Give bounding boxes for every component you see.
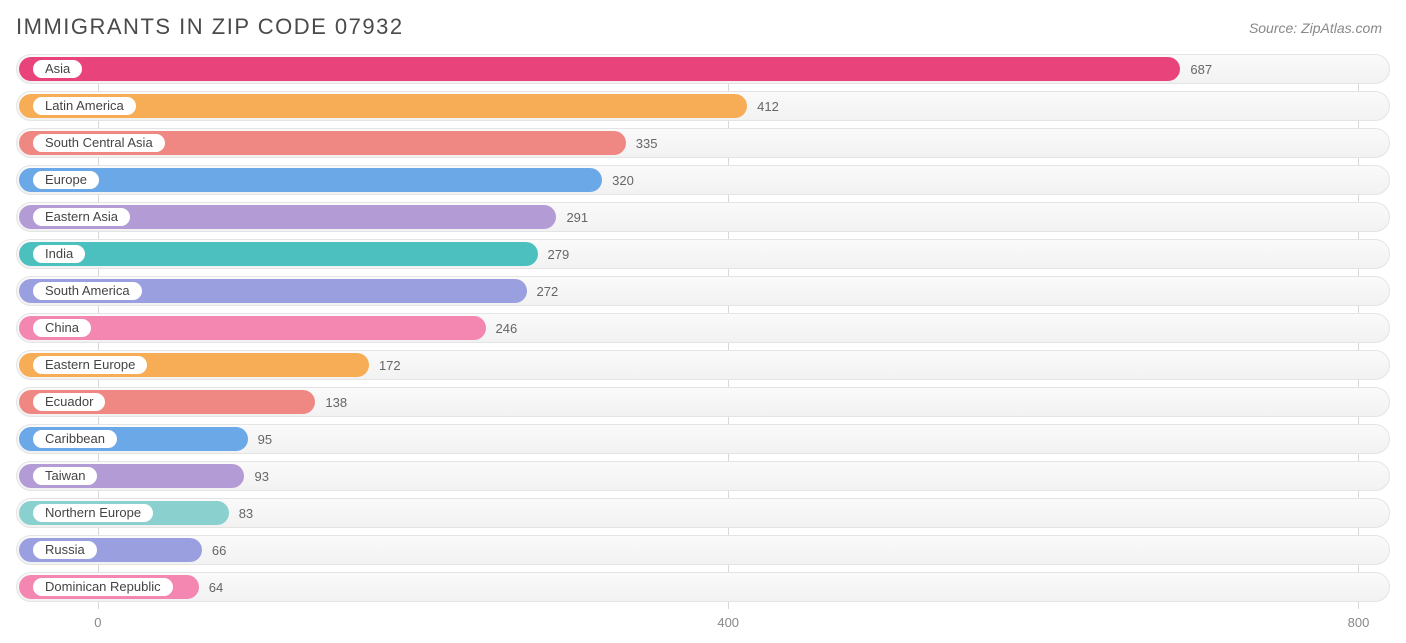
bar-value-label: 246 [486, 313, 518, 343]
bar-row: China 246 [16, 313, 1390, 343]
bar-label-pill: South Central Asia [32, 133, 166, 153]
chart-header: IMMIGRANTS IN ZIP CODE 07932 Source: Zip… [0, 0, 1406, 46]
x-axis: 0 400 800 [16, 609, 1390, 637]
bar-row: Asia 687 [16, 54, 1390, 84]
bar-row: South Central Asia 335 [16, 128, 1390, 158]
bar-value-label: 95 [248, 424, 272, 454]
bar-label-pill: Ecuador [32, 392, 106, 412]
bar-label-pill: Dominican Republic [32, 577, 174, 597]
bar-row: Northern Europe 83 [16, 498, 1390, 528]
x-tick-label: 400 [717, 615, 739, 630]
bar-row: Latin America 412 [16, 91, 1390, 121]
bar-label-pill: Caribbean [32, 429, 118, 449]
x-tick-label: 0 [94, 615, 101, 630]
bar-value-label: 83 [229, 498, 253, 528]
bar-label-pill: South America [32, 281, 143, 301]
bar-value-label: 66 [202, 535, 226, 565]
bar-label-pill: Taiwan [32, 466, 98, 486]
bar-label-pill: Eastern Asia [32, 207, 131, 227]
bar-label-pill: Russia [32, 540, 98, 560]
bar-label-pill: Latin America [32, 96, 137, 116]
bar-row: Taiwan 93 [16, 461, 1390, 491]
chart-source: Source: ZipAtlas.com [1249, 20, 1382, 36]
bar-row: Caribbean 95 [16, 424, 1390, 454]
bar-row: Dominican Republic 64 [16, 572, 1390, 602]
bar-value-label: 64 [199, 572, 223, 602]
bar-fill [19, 242, 538, 266]
bar-value-label: 279 [538, 239, 570, 269]
bar-value-label: 93 [244, 461, 268, 491]
bar-value-label: 320 [602, 165, 634, 195]
bar-value-label: 172 [369, 350, 401, 380]
bar-label-pill: India [32, 244, 86, 264]
bar-fill [19, 57, 1180, 81]
bar-label-pill: Eastern Europe [32, 355, 148, 375]
chart-area: Asia 687 Latin America 412 South Central Asi… [16, 54, 1390, 637]
bar-row: Europe 320 [16, 165, 1390, 195]
bar-label-pill: Asia [32, 59, 83, 79]
bar-value-label: 272 [527, 276, 559, 306]
bar-row: Eastern Europe 172 [16, 350, 1390, 380]
bar-value-label: 335 [626, 128, 658, 158]
bar-label-pill: Northern Europe [32, 503, 154, 523]
bar-row: Ecuador 138 [16, 387, 1390, 417]
bar-fill [19, 168, 602, 192]
bar-row: South America 272 [16, 276, 1390, 306]
bar-label-pill: China [32, 318, 92, 338]
x-tick-label: 800 [1348, 615, 1370, 630]
chart-title: IMMIGRANTS IN ZIP CODE 07932 [16, 14, 404, 40]
chart-bars: Asia 687 Latin America 412 South Central Asi… [16, 54, 1390, 602]
bar-value-label: 412 [747, 91, 779, 121]
bar-label-pill: Europe [32, 170, 100, 190]
bar-value-label: 687 [1180, 54, 1212, 84]
bar-value-label: 291 [556, 202, 588, 232]
bar-value-label: 138 [315, 387, 347, 417]
bar-row: Eastern Asia 291 [16, 202, 1390, 232]
bar-row: India 279 [16, 239, 1390, 269]
bar-row: Russia 66 [16, 535, 1390, 565]
